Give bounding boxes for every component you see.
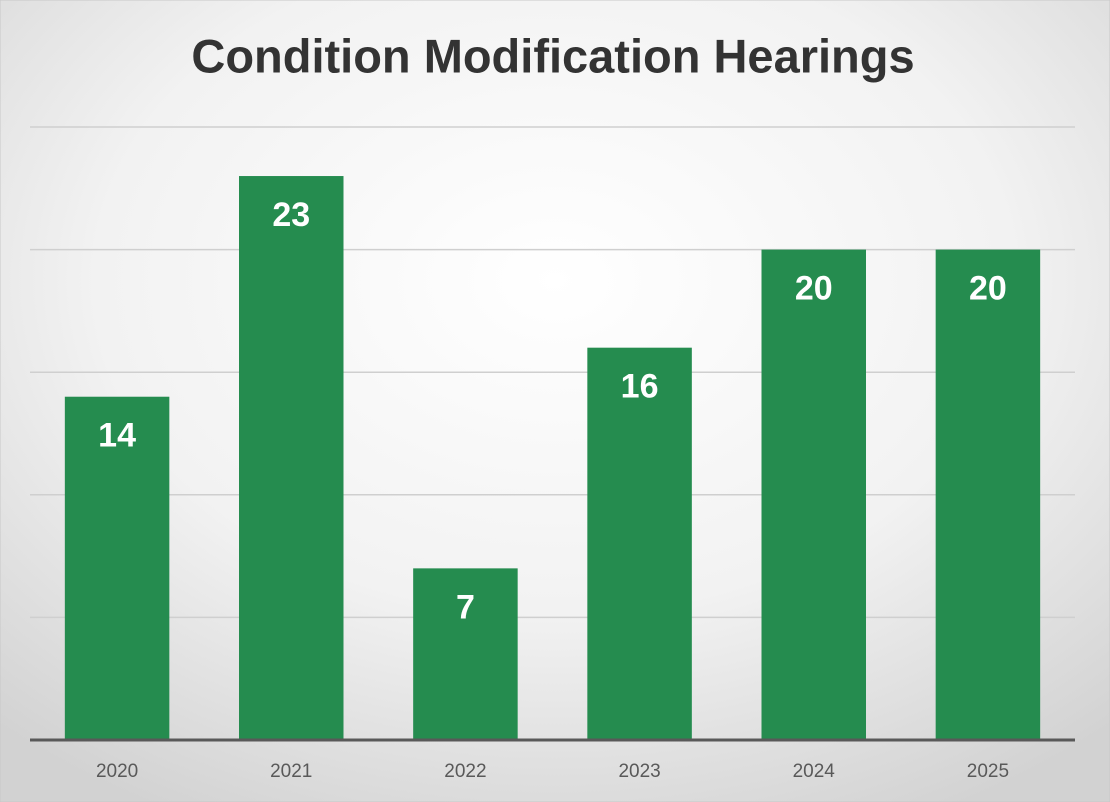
data-label: 20 [969,270,1007,308]
bar [413,568,518,740]
chart-title: Condition Modification Hearings [191,29,914,82]
x-tick-label: 2020 [96,761,138,782]
data-label: 16 [621,368,659,406]
bar [64,396,170,740]
data-label: 20 [795,270,833,308]
x-tick-label: 2022 [444,761,486,782]
bar [239,176,344,741]
bar [935,249,1041,740]
x-tick-label: 2023 [618,761,660,782]
x-tick-label: 2024 [793,761,836,782]
data-label: 7 [456,588,475,626]
data-label: 23 [272,196,310,234]
x-tick-label: 2021 [270,761,312,782]
x-tick-label: 2025 [967,761,1009,782]
bar [761,249,866,740]
data-label: 14 [98,417,136,455]
bar [587,347,692,740]
